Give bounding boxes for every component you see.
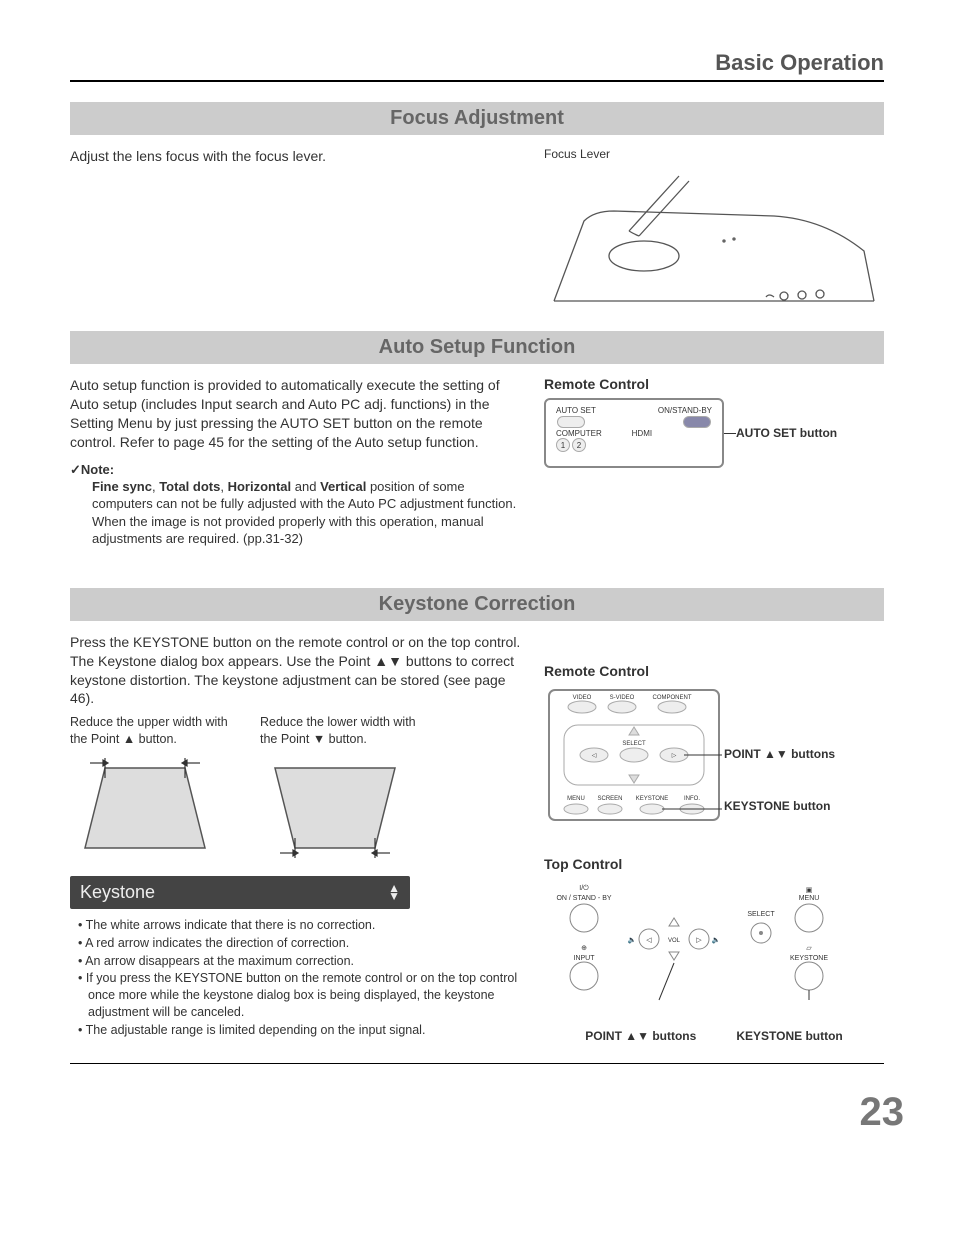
svg-text:S-VIDEO: S-VIDEO — [610, 695, 635, 701]
svg-text:🔈: 🔈 — [628, 936, 637, 944]
autosetup-body-text: Auto setup function is provided to autom… — [70, 376, 524, 452]
svg-text:I/⏻: I/⏻ — [579, 884, 589, 892]
remote-control-title-1: Remote Control — [544, 376, 884, 392]
keystone-dialog: Keystone ▲▼ — [70, 876, 410, 909]
svg-text:SELECT: SELECT — [622, 741, 646, 747]
onstandby-button-icon — [683, 416, 711, 428]
svg-text:VIDEO: VIDEO — [573, 695, 592, 701]
svg-text:MENU: MENU — [799, 895, 820, 902]
note-bold-1: Fine sync — [92, 479, 152, 494]
remote-control-diagram-1: AUTO SET ON/STAND-BY COMPUTER HDMI — [544, 398, 724, 468]
note-text: Fine sync, Total dots, Horizontal and Ve… — [92, 478, 524, 548]
svg-text:SCREEN: SCREEN — [597, 796, 622, 802]
svg-text:▷: ▷ — [672, 753, 677, 759]
point-buttons-callout: POINT ▲▼ buttons — [724, 747, 835, 761]
svg-text:INPUT: INPUT — [574, 955, 596, 962]
top-keystone-callout: KEYSTONE button — [736, 1029, 842, 1043]
focus-body-text: Adjust the lens focus with the focus lev… — [70, 147, 524, 166]
trap-upper-label: Reduce the upper width with the Point ▲ … — [70, 714, 230, 747]
section-heading-autosetup: Auto Setup Function — [70, 331, 884, 364]
remote-num-1: 1 — [556, 438, 570, 452]
svg-text:▱: ▱ — [806, 945, 812, 952]
section-heading-keystone: Keystone Correction — [70, 588, 884, 621]
bullet-4: • The adjustable range is limited depend… — [70, 1022, 524, 1039]
remote-computer-label: COMPUTER — [556, 429, 602, 438]
svg-text:KEYSTONE: KEYSTONE — [636, 796, 669, 802]
bullet-0: • The white arrows indicate that there i… — [70, 917, 524, 934]
bullet-3: • If you press the KEYSTONE button on th… — [70, 970, 524, 1021]
keystone-body-text: Press the KEYSTONE button on the remote … — [70, 633, 524, 709]
keystone-dialog-label: Keystone — [80, 882, 155, 903]
remote-control-title-2: Remote Control — [544, 663, 884, 679]
top-point-callout: POINT ▲▼ buttons — [585, 1029, 696, 1043]
svg-text:◁: ◁ — [592, 753, 597, 759]
keystone-dialog-arrows-icon: ▲▼ — [388, 884, 400, 900]
page-header: Basic Operation — [70, 50, 884, 82]
trap-lower-icon — [260, 753, 410, 863]
trap-upper-icon — [70, 753, 220, 863]
focus-lever-label: Focus Lever — [544, 147, 884, 161]
note-label: ✓Note: — [70, 462, 524, 478]
remote-num-2: 2 — [572, 438, 586, 452]
autoset-button-icon — [557, 416, 585, 428]
autoset-callout: AUTO SET button — [736, 426, 837, 440]
trap-lower-label: Reduce the lower width with the Point ▼ … — [260, 714, 420, 747]
svg-text:KEYSTONE: KEYSTONE — [790, 955, 828, 962]
top-control-diagram: I/⏻ ON / STAND - BY ▣ MENU SELECT ◁ ▷ — [544, 878, 884, 1033]
svg-text:SELECT: SELECT — [747, 911, 775, 918]
remote-control-diagram-2: VIDEO S-VIDEO COMPONENT ◁ — [544, 685, 724, 830]
top-control-title: Top Control — [544, 856, 884, 872]
keystone-button-callout: KEYSTONE button — [724, 799, 835, 813]
note-bold-3: Horizontal — [228, 479, 292, 494]
remote-autoset-label: AUTO SET — [556, 406, 596, 415]
svg-text:VOL: VOL — [668, 938, 681, 944]
svg-text:⊕: ⊕ — [581, 945, 587, 952]
note-bold-4: Vertical — [320, 479, 366, 494]
svg-text:ON / STAND - BY: ON / STAND - BY — [556, 895, 611, 902]
page-number: 23 — [860, 1090, 905, 1135]
note-sep-2: , — [220, 479, 227, 494]
section-heading-focus: Focus Adjustment — [70, 102, 884, 135]
bullet-1: • A red arrow indicates the direction of… — [70, 935, 524, 952]
svg-text:INFO.: INFO. — [684, 796, 700, 802]
focus-lever-diagram — [544, 161, 884, 321]
keystone-bullets: • The white arrows indicate that there i… — [70, 917, 524, 1039]
svg-text:MENU: MENU — [567, 796, 585, 802]
remote-hdmi-label: HDMI — [632, 429, 652, 438]
svg-text:COMPONENT: COMPONENT — [653, 695, 692, 701]
svg-text:◁: ◁ — [646, 937, 652, 944]
svg-text:▣: ▣ — [806, 887, 813, 894]
remote-onstandby-label: ON/STAND-BY — [658, 406, 712, 415]
note-mid: and — [291, 479, 320, 494]
bullet-2: • An arrow disappears at the maximum cor… — [70, 953, 524, 970]
svg-text:🔈: 🔈 — [712, 936, 721, 944]
note-bold-2: Total dots — [159, 479, 220, 494]
svg-text:▷: ▷ — [696, 937, 702, 944]
